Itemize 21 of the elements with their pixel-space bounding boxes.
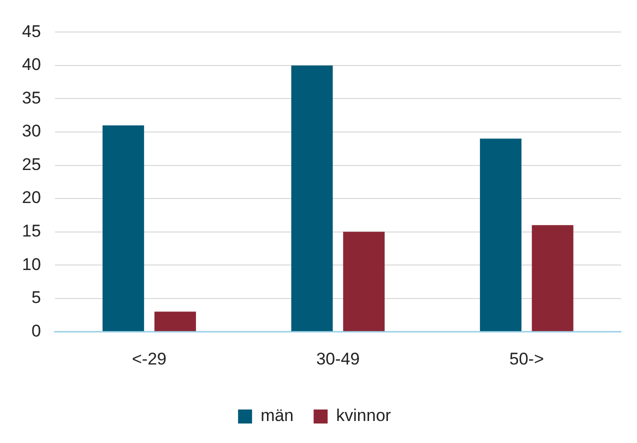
bar [480, 138, 522, 332]
y-tick-label: 15 [22, 221, 41, 240]
y-tick-label: 45 [22, 22, 41, 41]
bar [343, 232, 385, 332]
legend-label: män [260, 406, 294, 426]
y-tick-label: 25 [22, 154, 41, 174]
bar [154, 312, 196, 332]
x-tick-label: 50-> [509, 349, 544, 368]
legend-label: kvinnor [336, 406, 392, 426]
y-tick-label: 40 [22, 55, 41, 74]
bar [291, 65, 333, 332]
y-tick-label: 10 [22, 254, 41, 274]
y-tick-label: 0 [31, 321, 41, 340]
bar [532, 225, 574, 332]
y-tick-label: 5 [31, 288, 41, 308]
y-tick-label: 30 [22, 122, 41, 141]
y-tick-label: 20 [22, 188, 41, 208]
x-tick-label: <-29 [132, 349, 167, 368]
y-tick-label: 35 [22, 88, 41, 108]
x-tick-label: 30-49 [316, 349, 360, 368]
bar [102, 125, 144, 332]
